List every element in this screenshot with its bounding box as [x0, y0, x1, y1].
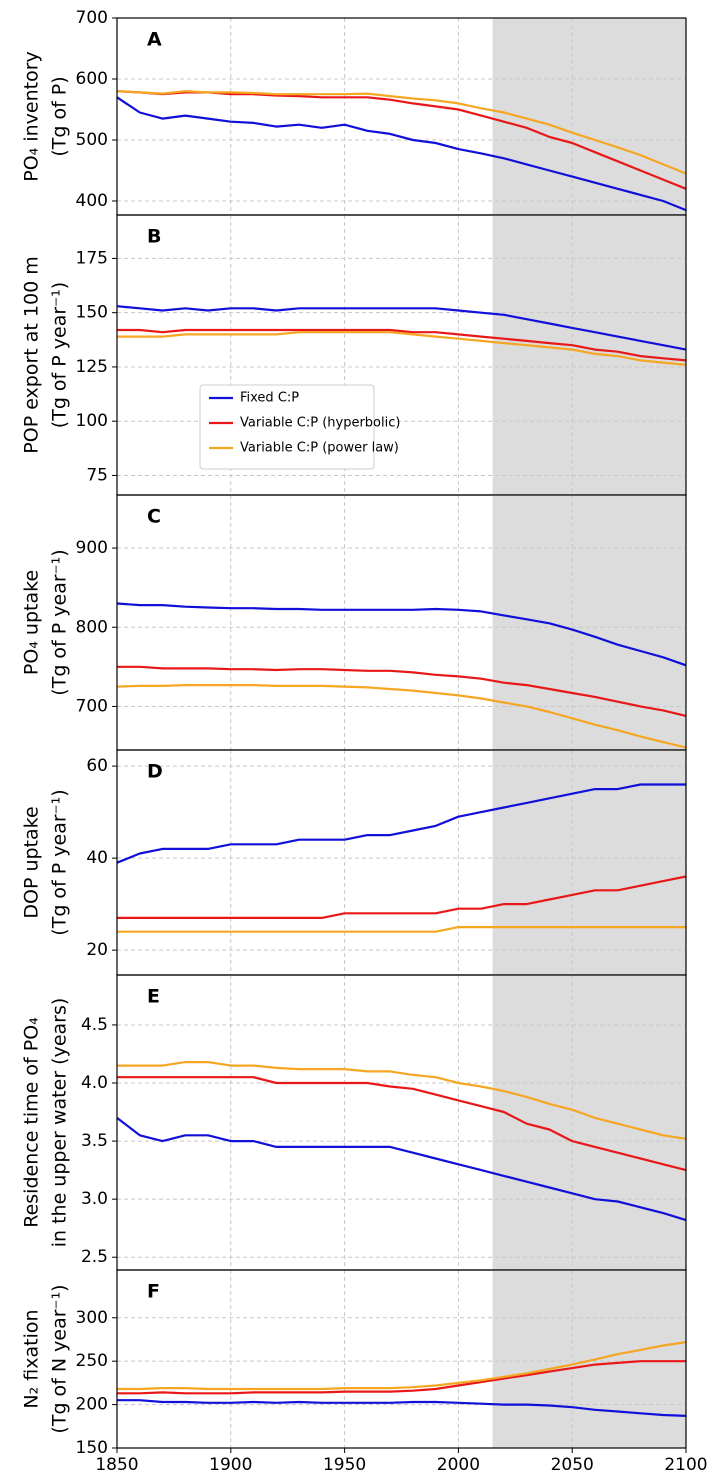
y-tick-label: 300	[76, 1308, 108, 1328]
y-tick-label: 500	[76, 130, 108, 150]
y-tick-label: 150	[76, 303, 108, 323]
y-tick-label: 600	[76, 69, 108, 89]
series-line	[116, 96, 687, 212]
series-line	[116, 684, 687, 749]
panel-label: F	[147, 1281, 160, 1303]
y-tick-label: 60	[86, 756, 108, 776]
series-line	[117, 331, 687, 366]
panel-label: E	[147, 986, 160, 1008]
y-tick-label: 700	[76, 8, 108, 28]
y-tick-label: 900	[76, 538, 108, 558]
series-line	[117, 1399, 687, 1417]
y-tick-label: 400	[76, 191, 108, 211]
series-line	[116, 90, 687, 175]
shaded-region	[492, 495, 686, 750]
shaded-region	[492, 215, 686, 495]
y-tick-label: 800	[76, 617, 108, 637]
x-tick-label: 2000	[437, 1455, 480, 1475]
y-tick-label: 3.0	[81, 1189, 108, 1209]
y-axis-label: (Tg of P year⁻¹)	[49, 549, 71, 695]
series-line	[117, 1360, 686, 1395]
series-line	[117, 1076, 687, 1172]
y-tick-label: 4.0	[81, 1073, 108, 1093]
panel-label: C	[147, 506, 161, 528]
y-tick-label: 4.5	[81, 1015, 108, 1035]
x-tick-label: 2100	[664, 1455, 707, 1475]
y-axis-label: (Tg of P)	[49, 76, 71, 156]
legend-box	[199, 384, 375, 470]
y-tick-label: 250	[76, 1351, 108, 1371]
shaded-region	[492, 975, 686, 1270]
y-axis-label: N₂ fixation	[21, 1309, 43, 1408]
y-axis-label: POP export at 100 m	[21, 256, 43, 453]
series-line	[117, 875, 687, 919]
y-tick-label: 200	[76, 1395, 108, 1415]
x-tick-label: 1850	[95, 1455, 138, 1475]
y-tick-label: 40	[86, 848, 108, 868]
y-tick-label: 100	[76, 411, 108, 431]
panel-label: B	[147, 226, 161, 248]
y-tick-label: 125	[76, 357, 108, 377]
series-line	[117, 1341, 687, 1391]
series-line	[116, 1117, 687, 1222]
shaded-region	[492, 1270, 686, 1448]
legend-label: Variable C:P (hyperbolic)	[240, 416, 400, 431]
series-line	[117, 665, 687, 717]
legend-label: Fixed C:P	[240, 391, 299, 406]
y-tick-label: 175	[76, 248, 108, 268]
series-line	[116, 602, 687, 667]
x-tick-label: 1900	[209, 1455, 252, 1475]
x-tick-label: 1950	[323, 1455, 366, 1475]
y-axis-label: (Tg of P year⁻¹)	[49, 282, 71, 428]
y-axis-label: Residence time of PO₄	[21, 1017, 43, 1228]
y-tick-label: 3.5	[81, 1131, 108, 1151]
series-line	[117, 328, 687, 362]
y-axis-label: in the upper water (years)	[49, 998, 71, 1248]
legend: Fixed C:P Variable C:P (hyperbolic) Variab…	[199, 384, 400, 470]
x-tick-label: 2050	[551, 1455, 594, 1475]
y-axis-label: PO₄ inventory	[21, 51, 43, 182]
panel-label: A	[147, 29, 162, 51]
y-axis-label: (Tg of N year⁻¹)	[49, 1284, 71, 1433]
series-line	[117, 926, 686, 933]
legend-label: Variable C:P (power law)	[240, 441, 399, 456]
y-tick-label: 75	[86, 465, 108, 485]
y-axis-label: PO₄ uptake	[21, 570, 43, 675]
y-axis-label: (Tg of P year⁻¹)	[49, 789, 71, 935]
y-tick-label: 150	[76, 1438, 108, 1458]
series-line	[117, 1061, 687, 1140]
y-tick-label: 2.5	[81, 1247, 108, 1267]
y-axis-label: DOP uptake	[21, 806, 43, 918]
shaded-region	[492, 750, 686, 975]
panel-label: D	[147, 761, 163, 783]
series-line	[116, 305, 687, 351]
axes-frame	[116, 1269, 687, 1449]
series-line	[116, 783, 686, 864]
y-tick-label: 700	[76, 696, 108, 716]
y-tick-label: 20	[86, 940, 108, 960]
